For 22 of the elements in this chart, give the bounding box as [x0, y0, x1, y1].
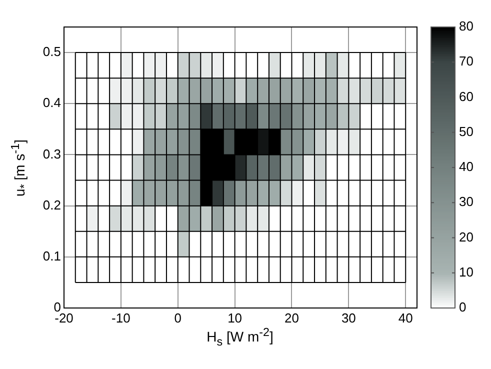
- color-bar-label: 10: [459, 264, 474, 280]
- color-bar-label: 20: [459, 229, 474, 244]
- color-bar-label: 80: [459, 18, 474, 34]
- x-tick-label: 0: [174, 310, 182, 326]
- y-tick-label: 0.2: [42, 197, 61, 212]
- color-bar-label: 40: [459, 159, 474, 174]
- x-axis-title: H$_{s}$ [W m$^{-2}$]: [206, 326, 274, 348]
- x-tick-label: -10: [112, 310, 130, 326]
- color-bar-label: 50: [459, 124, 474, 139]
- y-tick-label: 0.3: [42, 146, 61, 162]
- color-bar-label: 30: [459, 194, 474, 210]
- color-bar-label: 0: [459, 300, 466, 315]
- y-tick-label: 0.5: [42, 44, 61, 60]
- y-tick-label: 0: [54, 300, 61, 315]
- x-tick-label: 40: [398, 310, 413, 326]
- x-tick-label: 30: [341, 310, 356, 326]
- color-bar-label: 60: [459, 88, 474, 104]
- x-tick-label: 20: [284, 310, 299, 326]
- color-bar-label: 70: [459, 54, 474, 69]
- y-tick-label: 0.1: [42, 248, 61, 264]
- x-tick-label: 10: [228, 310, 242, 326]
- y-tick-label: 0.4: [42, 95, 61, 110]
